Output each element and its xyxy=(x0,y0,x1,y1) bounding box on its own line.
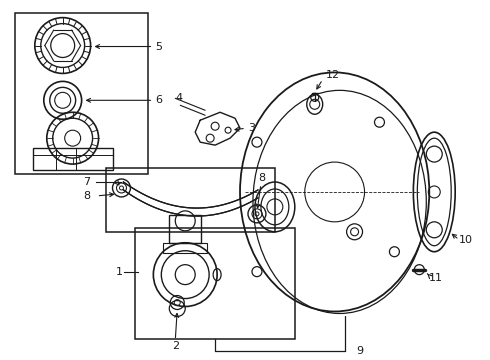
Text: 2: 2 xyxy=(172,341,179,351)
Text: 12: 12 xyxy=(325,71,340,80)
Text: 7: 7 xyxy=(83,177,90,187)
Text: 3: 3 xyxy=(248,123,255,133)
Circle shape xyxy=(415,265,424,275)
Text: 6: 6 xyxy=(155,95,162,105)
Bar xyxy=(105,168,275,232)
Text: 11: 11 xyxy=(429,273,443,283)
Text: 1: 1 xyxy=(116,267,122,276)
Text: 8: 8 xyxy=(83,191,90,201)
Bar xyxy=(15,13,148,174)
Text: 10: 10 xyxy=(459,235,473,245)
Bar xyxy=(169,215,201,243)
Text: 9: 9 xyxy=(356,346,363,356)
Text: 5: 5 xyxy=(155,41,162,51)
Bar xyxy=(33,148,113,170)
Text: 4: 4 xyxy=(175,93,182,103)
Text: 8: 8 xyxy=(258,173,265,183)
Bar xyxy=(135,228,295,339)
Bar xyxy=(163,243,207,253)
